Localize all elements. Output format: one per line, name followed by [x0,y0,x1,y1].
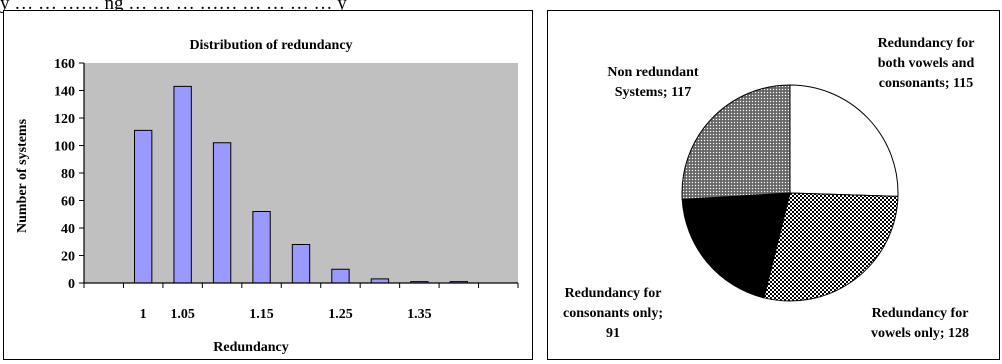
pie-slice [681,192,791,299]
y-tick-label: 60 [61,195,75,210]
x-tick-label: 1.35 [407,307,432,322]
plot-area: 0 20 40 60 80 100 120 140 160 1 1.05 1.15 1.25 1.35 [54,57,519,322]
pie-labels: Redundancy for both vowels and consonants;… [563,36,974,341]
y-tick-label: 140 [54,85,75,100]
bar [173,85,192,284]
chart-title: Distribution of redundancy [189,38,352,53]
x-tick-label: 1 [140,307,147,322]
y-tick-label: 100 [54,140,75,155]
bar [291,244,311,284]
pie-slice [763,192,899,302]
y-tick-label: 120 [54,112,75,127]
slice-label: Redundancy for both vowels and consonants;… [878,36,975,91]
y-axis-label: Number of systems [15,118,30,233]
pie-slices [681,84,899,302]
y-tick-label: 40 [61,222,75,237]
y-tick-label: 0 [68,277,75,292]
x-axis-label: Redundancy [213,340,288,355]
bar [331,268,350,284]
pie-chart: Redundancy for both vowels and consonants;… [563,36,974,341]
x-tick-label: 1.25 [328,307,353,322]
slice-label: Redundancy for vowels only; 128 [871,306,969,341]
y-tick-label: 80 [61,167,75,182]
bar-chart-panel: Distribution of redundancy Number of sys… [3,10,533,360]
y-tick-label: 160 [54,57,75,72]
y-tick-label: 20 [61,250,75,265]
bar-chart: Distribution of redundancy Number of sys… [15,38,519,355]
x-tick-label: 1.15 [249,307,274,322]
bar [212,142,232,284]
bar [134,129,153,284]
pie-chart-panel: Redundancy for both vowels and consonants;… [547,10,1000,360]
slice-label: Non redundant Systems; 117 [607,65,699,100]
pie-slice [789,84,899,197]
pie-slice [681,84,791,200]
bar [252,211,271,284]
slice-label: Redundancy for consonants only; 91 [563,286,663,341]
bar [370,278,390,284]
x-tick-label: 1.05 [170,307,195,322]
